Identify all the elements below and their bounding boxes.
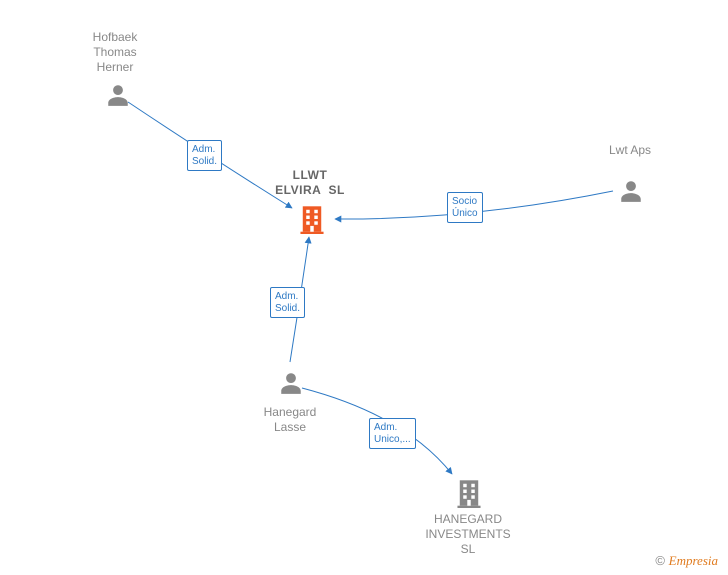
- edge-label-lwt: Socio Único: [447, 192, 483, 223]
- node-label-lwt: Lwt Aps: [609, 143, 651, 158]
- edge-label-hanegard: Adm. Solid.: [270, 287, 305, 318]
- copyright: © Empresia: [655, 553, 718, 569]
- person-icon[interactable]: [105, 82, 131, 108]
- node-label-hofbaek: Hofbaek Thomas Herner: [93, 30, 138, 75]
- node-label-hanegard: Hanegard Lasse: [264, 405, 317, 435]
- node-label-hanegard-inv: HANEGARD INVESTMENTS SL: [425, 512, 510, 557]
- edge-label-hofbaek: Adm. Solid.: [187, 140, 222, 171]
- building-icon[interactable]: [298, 204, 326, 234]
- person-icon[interactable]: [618, 178, 644, 204]
- copyright-symbol: ©: [655, 553, 665, 568]
- building-icon[interactable]: [455, 478, 483, 508]
- brand-name: Empresia: [669, 553, 718, 568]
- person-icon[interactable]: [278, 370, 304, 396]
- edge-label-hanegard-inv: Adm. Unico,...: [369, 418, 416, 449]
- node-label-center: LLWT ELVIRA SL: [275, 168, 345, 198]
